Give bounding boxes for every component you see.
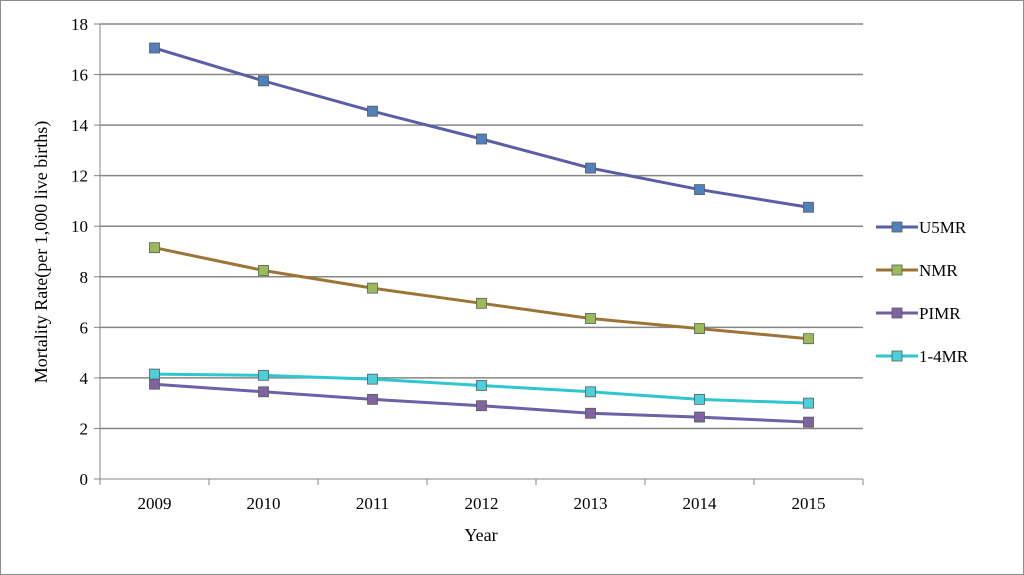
legend-label: 1-4MR	[919, 347, 969, 366]
legend-label: NMR	[919, 261, 958, 280]
x-tick-label: 2010	[247, 494, 281, 513]
data-point-nmr	[367, 282, 378, 294]
data-point-u5mr	[149, 42, 160, 54]
y-axis-title: Mortality Rate(per 1,000 live births)	[31, 121, 52, 383]
data-point-u5mr	[585, 162, 596, 174]
data-point-pimr	[367, 393, 378, 405]
legend-item-nmr: NMR	[876, 261, 958, 280]
y-tick-label: 16	[71, 66, 88, 85]
data-point-u5mr	[367, 105, 378, 117]
y-tick-label: 6	[80, 318, 89, 337]
x-tick-label: 2013	[574, 494, 608, 513]
y-tick-label: 8	[80, 268, 89, 287]
x-tick-label: 2015	[792, 494, 826, 513]
legend-swatch-marker	[891, 307, 903, 319]
tick-labels: 0 2 4 6 8 10 12 14 16 18 2009 2010 2011 2012 2013 2014 2…	[71, 15, 826, 513]
legend-item-pimr: PIMR	[876, 304, 961, 323]
legend-item-u5mr: U5MR	[876, 218, 967, 237]
legend-label: U5MR	[919, 218, 967, 237]
data-point-1-4mr	[694, 393, 705, 405]
y-tick-label: 4	[80, 369, 89, 388]
data-point-u5mr	[803, 201, 814, 213]
legend-item-1-4mr: 1-4MR	[876, 347, 969, 366]
data-point-pimr	[694, 411, 705, 423]
data-point-u5mr	[694, 184, 705, 195]
y-tick-label: 12	[71, 167, 88, 186]
x-tick-label: 2011	[356, 494, 389, 513]
axes	[94, 23, 864, 485]
legend-label: PIMR	[919, 304, 961, 323]
data-point-1-4mr	[149, 368, 160, 380]
x-tick-label: 2012	[465, 494, 499, 513]
y-tick-label: 2	[80, 419, 89, 438]
data-point-1-4mr	[367, 373, 378, 385]
data-point-nmr	[258, 265, 269, 276]
data-point-nmr	[149, 242, 160, 254]
data-point-1-4mr	[476, 380, 487, 391]
x-tick-label: 2009	[138, 494, 172, 513]
data-point-nmr	[476, 297, 487, 309]
data-point-nmr	[585, 313, 596, 324]
data-point-nmr	[694, 323, 705, 334]
data-point-pimr	[258, 386, 269, 398]
x-tick-label: 2014	[683, 494, 718, 513]
y-tick-label: 18	[71, 15, 88, 34]
data-point-pimr	[803, 416, 814, 428]
y-tick-label: 14	[71, 116, 89, 135]
y-tick-label: 0	[80, 470, 89, 489]
data-point-nmr	[803, 333, 814, 345]
data-point-1-4mr	[258, 369, 269, 381]
series-lines	[149, 42, 814, 428]
x-axis-title: Year	[464, 525, 497, 545]
legend-swatch-marker	[891, 264, 903, 276]
data-point-1-4mr	[585, 386, 596, 398]
data-point-u5mr	[476, 133, 487, 145]
gridlines	[100, 23, 863, 430]
legend: U5MR NMR PIMR 1-4MR	[876, 218, 969, 366]
data-point-1-4mr	[803, 397, 814, 409]
legend-swatch-marker	[891, 221, 903, 233]
data-point-pimr	[149, 378, 160, 390]
y-tick-label: 10	[71, 217, 88, 236]
data-point-u5mr	[258, 75, 269, 87]
data-point-pimr	[476, 400, 487, 412]
data-point-pimr	[585, 407, 596, 419]
legend-swatch-marker	[891, 350, 903, 362]
